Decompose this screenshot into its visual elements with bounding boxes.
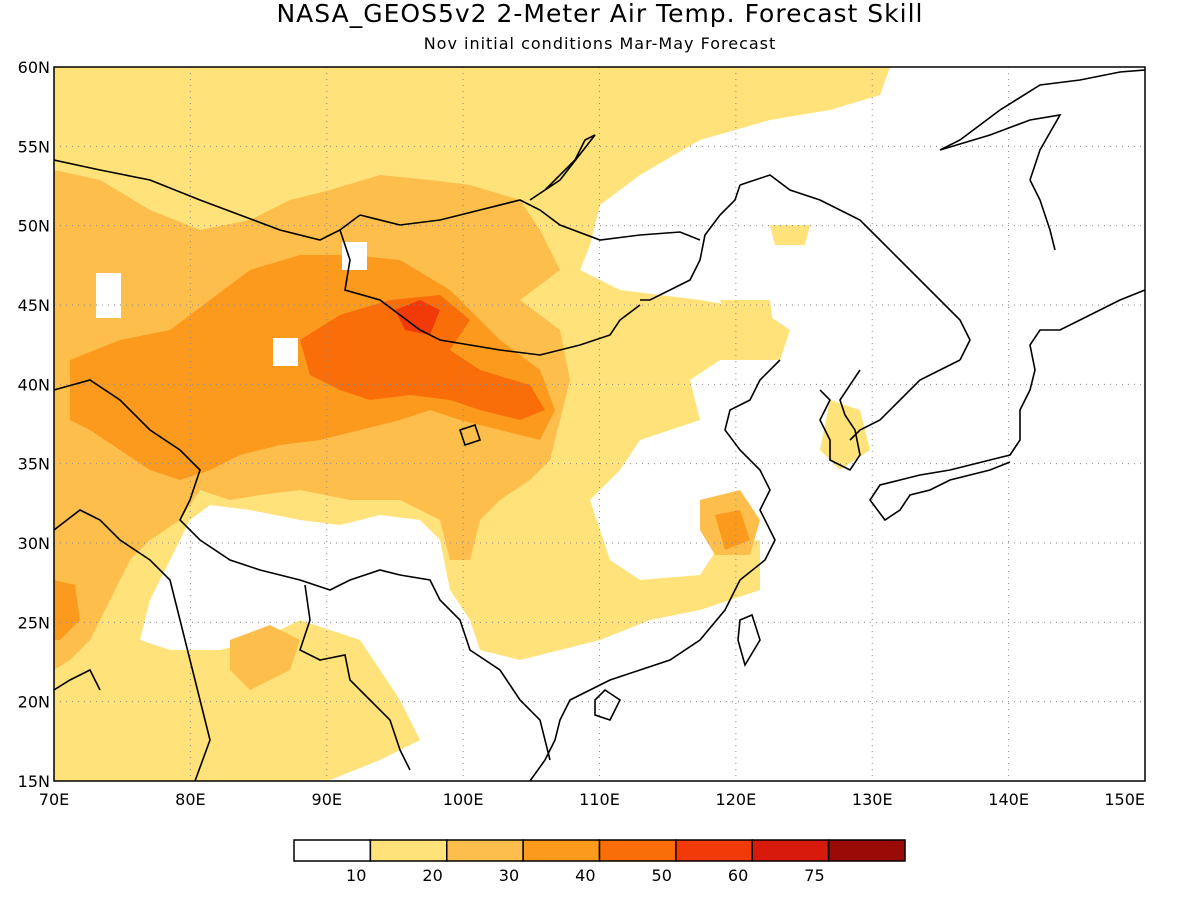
skill-region-40-50: [300, 295, 545, 420]
colorbar-label: 75: [804, 866, 824, 885]
longitude-labels: 70E 80E 90E 100E 110E 120E 130E 140E 150E: [39, 790, 1145, 809]
lat-tick-label: 25N: [18, 613, 50, 632]
colorbar-swatch: [827, 839, 906, 862]
colorbar-label: 30: [499, 866, 519, 885]
map-subtitle: Nov initial conditions Mar-May Forecast: [423, 34, 777, 53]
skill-region-10-20: [770, 225, 810, 245]
lon-tick-label: 70E: [39, 790, 69, 809]
lon-tick-label: 120E: [716, 790, 757, 809]
lat-tick-label: 50N: [18, 217, 50, 236]
lat-tick-label: 55N: [18, 137, 50, 156]
masked-cell: [273, 338, 298, 366]
lon-tick-label: 80E: [175, 790, 205, 809]
colorbar-swatch: [369, 839, 448, 862]
colorbar-label: 20: [422, 866, 442, 885]
lon-tick-label: 90E: [312, 790, 342, 809]
colorbar: 10 20 30 40 50 60 75: [293, 839, 906, 885]
lat-tick-label: 20N: [18, 693, 50, 712]
lat-tick-label: 35N: [18, 455, 50, 474]
colorbar-swatch: [522, 839, 601, 862]
skill-region-10-20: [820, 400, 870, 470]
latitude-labels: 15N 20N 25N 30N 35N 40N 45N 50N 55N 60N: [18, 58, 50, 791]
masked-cell: [96, 273, 121, 318]
lat-tick-label: 30N: [18, 534, 50, 553]
colorbar-swatch: [675, 839, 753, 862]
colorbar-label: 10: [346, 866, 366, 885]
colorbar-label: 50: [652, 866, 672, 885]
colorbar-label: 60: [728, 866, 748, 885]
colorbar-swatch: [598, 839, 677, 862]
colorbar-swatch: [751, 839, 830, 862]
lat-tick-label: 45N: [18, 296, 50, 315]
lon-tick-label: 100E: [443, 790, 484, 809]
lat-tick-label: 15N: [18, 772, 50, 791]
skill-region-20-30: [230, 625, 300, 690]
lon-tick-label: 140E: [988, 790, 1029, 809]
skill-field: [54, 67, 890, 781]
lon-tick-label: 130E: [852, 790, 893, 809]
colorbar-swatch: [293, 839, 372, 862]
skill-region-50-60: [395, 300, 440, 335]
lat-tick-label: 60N: [18, 58, 50, 77]
colorbar-swatch: [446, 839, 524, 862]
lon-tick-label: 110E: [579, 790, 620, 809]
skill-region-30-40: [715, 510, 750, 550]
plot-frame: [53, 66, 1146, 782]
coastlines-and-borders: [54, 69, 1145, 781]
skill-region-10-20: [720, 300, 775, 345]
lat-tick-label: 40N: [18, 375, 50, 394]
lon-tick-label: 150E: [1104, 790, 1145, 809]
map-title: NASA_GEOS5v2 2-Meter Air Temp. Forecast …: [276, 0, 924, 28]
skill-region-30-40: [54, 580, 80, 640]
colorbar-label: 40: [575, 866, 595, 885]
